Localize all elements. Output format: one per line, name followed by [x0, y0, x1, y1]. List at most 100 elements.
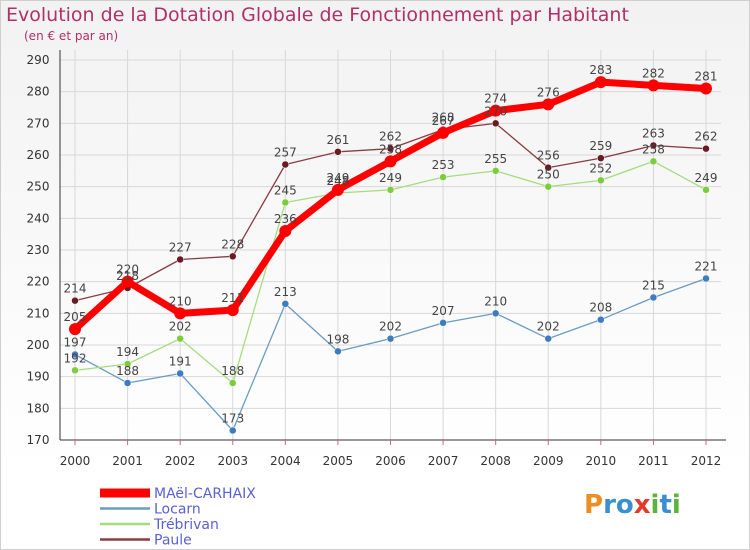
logo-letter: i	[671, 490, 681, 520]
y-tick-label: 220	[27, 275, 50, 289]
data-label: 202	[169, 320, 192, 334]
data-point	[123, 360, 132, 368]
data-label: 249	[695, 171, 718, 185]
data-label: 262	[695, 130, 718, 144]
data-point	[331, 183, 344, 196]
data-point	[597, 154, 605, 162]
data-label: 210	[169, 294, 192, 308]
data-point	[176, 369, 184, 378]
data-label: 202	[537, 320, 560, 334]
x-tick-label: 2003	[217, 454, 248, 468]
data-point	[229, 379, 237, 387]
data-point	[174, 307, 187, 320]
y-tick-label: 230	[27, 243, 50, 257]
data-point	[649, 157, 658, 166]
data-point	[176, 334, 184, 343]
data-point	[491, 309, 500, 318]
data-point	[334, 148, 342, 156]
data-point	[647, 79, 660, 92]
data-label: 249	[326, 171, 349, 185]
data-label: 258	[642, 142, 665, 156]
axes: 170 180 190 200 210 220 230 240 250 260 270 280 290 2…	[27, 50, 726, 468]
x-tick-label: 2001	[112, 454, 143, 468]
logo-letter: x	[633, 490, 651, 520]
data-label: 213	[274, 285, 297, 299]
data-point	[123, 379, 132, 387]
y-tick-label: 200	[27, 338, 50, 352]
series-lines	[69, 76, 712, 435]
legend-label: Trébrivan	[153, 517, 219, 533]
x-tick-label: 2011	[638, 454, 669, 468]
data-label: 221	[695, 260, 718, 274]
data-label: 283	[589, 63, 612, 77]
data-label: 245	[274, 184, 297, 198]
data-label: 205	[64, 310, 87, 324]
data-point	[229, 252, 237, 261]
data-point	[334, 347, 342, 356]
logo-letter: o	[615, 490, 634, 520]
grid-lines	[60, 50, 721, 440]
data-label: 270	[484, 104, 507, 118]
data-point	[437, 126, 450, 139]
data-point	[71, 350, 79, 359]
data-label: 191	[169, 355, 192, 369]
data-point	[226, 304, 239, 317]
data-point	[121, 275, 134, 288]
data-point	[71, 366, 79, 375]
data-point	[71, 296, 79, 305]
data-point	[176, 255, 184, 264]
data-point	[544, 163, 552, 172]
data-label: 261	[326, 133, 349, 147]
x-tick-label: 2012	[691, 454, 722, 468]
data-label: 267	[432, 114, 455, 128]
data-label: 188	[116, 364, 139, 378]
data-label: 248	[326, 174, 349, 188]
data-point	[491, 167, 500, 175]
data-point	[700, 82, 712, 95]
logo-letter: t	[659, 490, 672, 520]
y-tick-label: 250	[27, 180, 50, 194]
data-point	[386, 334, 395, 343]
data-label: 218	[116, 269, 139, 283]
data-label: 207	[432, 304, 455, 318]
data-point	[439, 319, 447, 327]
data-point	[544, 334, 552, 343]
data-label: 268	[432, 111, 455, 125]
data-label: 173	[221, 412, 244, 426]
data-label: 255	[484, 152, 507, 166]
data-label: 198	[326, 332, 349, 346]
data-point	[439, 173, 447, 181]
data-label: 274	[484, 92, 507, 106]
data-label: 228	[221, 237, 244, 251]
data-label: 236	[274, 212, 297, 226]
data-point	[281, 160, 290, 169]
y-tick-label: 170	[27, 433, 50, 447]
data-label: 211	[221, 291, 244, 305]
logo-letter: r	[603, 490, 616, 520]
x-tick-label: 2009	[533, 454, 564, 468]
data-label: 192	[64, 351, 87, 365]
y-tick-label: 180	[27, 401, 50, 415]
logo-letter: i	[650, 490, 660, 520]
data-point	[386, 186, 395, 194]
data-label: 227	[169, 241, 192, 255]
data-label: 281	[695, 70, 718, 84]
chart-title: Evolution de la Dotation Globale de Fonc…	[6, 4, 629, 26]
x-tick-label: 2005	[323, 454, 354, 468]
data-point	[597, 176, 605, 185]
x-tick-label: 2007	[428, 454, 459, 468]
data-label: 188	[221, 364, 244, 378]
x-tick-label: 2010	[586, 454, 617, 468]
logo-letter: P	[584, 490, 604, 520]
data-label: 215	[642, 279, 665, 293]
data-label: 197	[64, 336, 87, 350]
data-point	[489, 104, 502, 117]
y-tick-label: 260	[27, 148, 50, 162]
data-label: 208	[589, 301, 612, 315]
data-label: 249	[379, 171, 402, 185]
data-label: 252	[589, 161, 612, 175]
y-tick-label: 190	[27, 370, 50, 384]
data-point	[544, 182, 552, 191]
data-label: 282	[642, 66, 665, 80]
data-label: 253	[432, 158, 455, 172]
